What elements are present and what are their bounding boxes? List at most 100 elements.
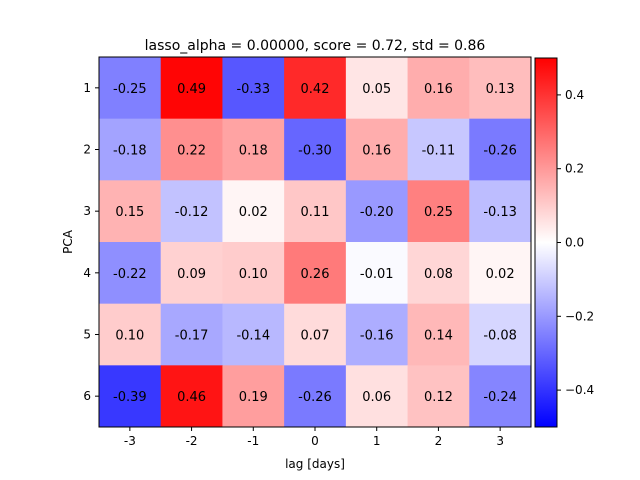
- cell-value-label: 0.16: [362, 144, 391, 159]
- heatmap-cell: [284, 118, 347, 181]
- heatmap-cell: [407, 57, 470, 120]
- cell-value-label: -0.08: [483, 329, 517, 344]
- heatmap-cell: [99, 118, 162, 181]
- cell-value-label: -0.30: [298, 144, 332, 159]
- cell-value-label: 0.19: [239, 390, 268, 405]
- colorbar-tick-label: −0.4: [565, 383, 594, 397]
- x-tick-label: -2: [186, 434, 198, 448]
- heatmap-cell: [407, 365, 470, 428]
- colorbar-tick-label: 0.2: [565, 162, 584, 176]
- cell-value-label: -0.39: [113, 390, 147, 405]
- heatmap-cell: [222, 242, 285, 305]
- cell-value-label: 0.11: [301, 205, 330, 220]
- heatmap-cell: [407, 180, 470, 243]
- heatmap-cell: [345, 365, 409, 428]
- cell-value-label: -0.24: [483, 390, 517, 405]
- heatmap-cell: [99, 303, 162, 366]
- cell-value-label: -0.26: [483, 144, 517, 159]
- cell-value-label: -0.01: [360, 267, 394, 282]
- heatmap-cell: [345, 180, 409, 243]
- heatmap-cell: [284, 303, 347, 366]
- cell-value-label: 0.02: [239, 205, 268, 220]
- cell-value-label: 0.15: [115, 205, 144, 220]
- heatmap-cell: [160, 303, 223, 366]
- cell-value-label: -0.16: [360, 329, 394, 344]
- cell-value-label: -0.22: [113, 267, 147, 282]
- heatmap-cell: [222, 57, 285, 120]
- cell-value-label: -0.13: [483, 205, 517, 220]
- heatmap-cell: [469, 180, 532, 243]
- cell-value-label: 0.02: [486, 267, 515, 282]
- cell-value-label: 0.14: [424, 329, 453, 344]
- cell-value-label: -0.25: [113, 82, 147, 97]
- heatmap-cell: [160, 57, 223, 120]
- heatmap-cell: [469, 242, 532, 305]
- cell-value-label: 0.09: [177, 267, 206, 282]
- cell-value-label: -0.17: [175, 329, 209, 344]
- heatmap-cell: [160, 180, 223, 243]
- heatmap-cell: [160, 118, 223, 181]
- heatmap-cell: [222, 118, 285, 181]
- heatmap-cell: [284, 365, 347, 428]
- cell-value-label: -0.12: [175, 205, 209, 220]
- heatmap-cell: [345, 303, 409, 366]
- heatmap-cell: [99, 57, 162, 120]
- cell-value-label: 0.46: [177, 390, 206, 405]
- x-tick-label: -3: [124, 434, 136, 448]
- cell-value-label: -0.33: [236, 82, 270, 97]
- heatmap-cell: [222, 303, 285, 366]
- cell-value-label: 0.42: [301, 82, 330, 97]
- heatmap-cell: [284, 57, 347, 120]
- heatmap-cells: -0.25 0.49 -0.33 0.42 0.05 0.16 0.13 -0.18 0.22 0…: [99, 57, 532, 428]
- heatmap-cell: [469, 303, 532, 366]
- cell-value-label: -0.14: [236, 329, 270, 344]
- colorbar-tick-label: 0.4: [565, 88, 584, 102]
- heatmap-cell: [345, 57, 409, 120]
- x-tick-label: -1: [247, 434, 259, 448]
- cell-value-label: 0.13: [486, 82, 515, 97]
- heatmap-cell: [407, 118, 470, 181]
- y-tick-label: 4: [83, 266, 91, 280]
- heatmap-cell: [345, 118, 409, 181]
- cell-value-label: 0.07: [301, 329, 330, 344]
- cell-value-label: 0.10: [239, 267, 268, 282]
- y-axis: 1 2 3 4 5 6: [83, 81, 99, 403]
- x-tick-label: 0: [311, 434, 319, 448]
- x-axis-label: lag [days]: [285, 457, 345, 471]
- heatmap-cell: [99, 180, 162, 243]
- heatmap-cell: [99, 242, 162, 305]
- cell-value-label: -0.18: [113, 144, 147, 159]
- cell-value-label: 0.12: [424, 390, 453, 405]
- cell-value-label: -0.20: [360, 205, 394, 220]
- x-tick-label: 3: [496, 434, 504, 448]
- x-axis: -3 -2 -1 0 1 2 3: [124, 427, 504, 448]
- heatmap-cell: [284, 242, 347, 305]
- y-tick-label: 6: [83, 389, 91, 403]
- cell-value-label: 0.16: [424, 82, 453, 97]
- heatmap-cell: [469, 118, 532, 181]
- y-tick-label: 3: [83, 204, 91, 218]
- heatmap-cell: [160, 365, 223, 428]
- cell-value-label: 0.26: [301, 267, 330, 282]
- cell-value-label: 0.10: [115, 329, 144, 344]
- colorbar-tick-label: 0.0: [565, 236, 584, 250]
- y-tick-label: 2: [83, 143, 91, 157]
- y-tick-label: 5: [83, 328, 91, 342]
- cell-value-label: 0.05: [362, 82, 391, 97]
- cell-value-label: 0.49: [177, 82, 206, 97]
- heatmap-cell: [407, 242, 470, 305]
- heatmap-cell: [469, 57, 532, 120]
- cell-value-label: 0.08: [424, 267, 453, 282]
- heatmap-cell: [160, 242, 223, 305]
- y-tick-label: 1: [83, 81, 91, 95]
- chart-title: lasso_alpha = 0.00000, score = 0.72, std…: [145, 38, 486, 54]
- cell-value-label: -0.26: [298, 390, 332, 405]
- heatmap-cell: [222, 365, 285, 428]
- y-axis-label: PCA: [61, 229, 75, 254]
- cell-value-label: 0.25: [424, 205, 453, 220]
- heatmap-cell: [222, 180, 285, 243]
- heatmap-cell: [284, 180, 347, 243]
- cell-value-label: 0.22: [177, 144, 206, 159]
- heatmap-cell: [345, 242, 409, 305]
